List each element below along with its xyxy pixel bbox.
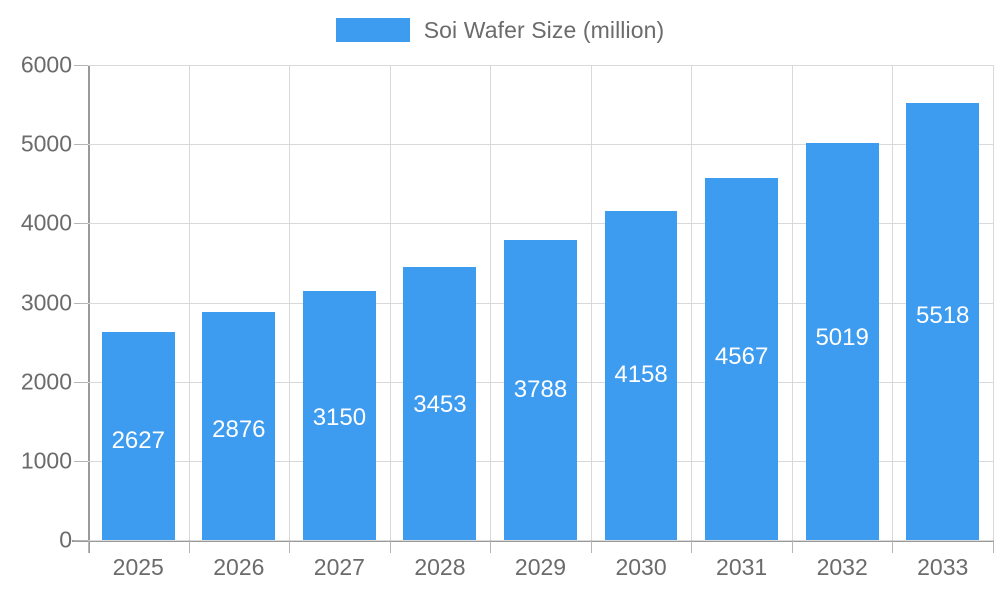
legend-label-soi-wafer-size: Soi Wafer Size (million)	[423, 16, 665, 43]
bar[interactable]: 2876	[202, 312, 276, 540]
bar-value-label: 2627	[111, 427, 165, 455]
bar[interactable]: 3150	[302, 290, 376, 540]
x-gridline	[792, 65, 793, 540]
x-tick-mark	[691, 540, 692, 553]
bar-value-label: 5019	[815, 323, 869, 351]
bar[interactable]: 2627	[101, 332, 175, 540]
bar-value-label: 2876	[212, 416, 266, 444]
y-tick-mark	[74, 65, 88, 66]
y-tick-mark	[74, 540, 88, 541]
x-tick-mark	[390, 540, 391, 553]
x-tick-label: 2032	[816, 554, 868, 580]
bar-value-label: 4567	[714, 343, 769, 371]
x-tick-label: 2031	[716, 554, 768, 580]
bar[interactable]: 5518	[906, 103, 980, 540]
bar[interactable]: 4567	[705, 178, 779, 540]
bar[interactable]: 4158	[604, 210, 678, 540]
x-gridline	[691, 65, 692, 540]
x-gridline	[189, 65, 190, 540]
x-tick-label: 2027	[313, 554, 365, 580]
x-tick-label: 2029	[514, 554, 567, 580]
x-tick-label: 2025	[112, 554, 164, 580]
x-tick-label: 2033	[917, 554, 969, 580]
y-axis-line	[88, 65, 90, 553]
bar-value-label: 3453	[413, 390, 467, 418]
y-gridline	[88, 540, 993, 541]
y-gridline	[88, 144, 993, 146]
x-axis-line	[72, 540, 993, 542]
x-tick-label: 2028	[414, 554, 466, 580]
y-tick-mark	[74, 144, 88, 146]
x-gridline	[993, 65, 994, 540]
x-gridline	[289, 65, 290, 540]
x-gridline	[892, 65, 893, 540]
bar[interactable]: 3453	[403, 266, 477, 540]
x-tick-mark	[490, 540, 491, 553]
bar-value-label: 3150	[312, 403, 367, 431]
y-tick-label: 2000	[20, 368, 72, 395]
x-tick-label: 2026	[213, 554, 265, 580]
x-gridline	[490, 65, 491, 540]
y-tick-mark	[74, 460, 88, 462]
bar-value-label: 5518	[916, 302, 970, 330]
x-tick-mark	[189, 540, 190, 553]
x-tick-mark	[892, 540, 893, 553]
y-tick-mark	[74, 223, 88, 225]
y-tick-label: 1000	[20, 447, 72, 474]
x-tick-mark	[88, 540, 89, 553]
legend-swatch-soi-wafer-size	[335, 18, 410, 42]
x-tick-label: 2030	[615, 554, 667, 580]
y-tick-label: 4000	[20, 209, 72, 236]
chart-legend: Soi Wafer Size (million)	[0, 10, 1000, 50]
y-gridline	[88, 65, 993, 66]
x-gridline	[390, 65, 391, 540]
bar-value-label: 3788	[513, 376, 568, 404]
y-tick-label: 3000	[20, 289, 72, 315]
x-tick-mark	[591, 540, 592, 553]
y-gridline	[88, 223, 993, 225]
bar[interactable]: 5019	[805, 142, 879, 540]
y-tick-mark	[74, 381, 88, 383]
x-gridline	[591, 65, 592, 540]
x-tick-mark	[792, 540, 793, 553]
y-tick-label: 6000	[20, 51, 72, 78]
y-tick-mark	[74, 302, 88, 304]
x-tick-mark	[289, 540, 290, 553]
y-tick-label: 0	[59, 526, 72, 553]
y-tick-label: 5000	[20, 130, 72, 157]
bar-value-label: 4158	[614, 360, 668, 388]
bar[interactable]: 3788	[504, 240, 577, 540]
x-tick-mark	[993, 540, 994, 553]
plot-area: 2627 2876 3150 3453 3788 4158 4567 5019 5518	[74, 65, 994, 541]
